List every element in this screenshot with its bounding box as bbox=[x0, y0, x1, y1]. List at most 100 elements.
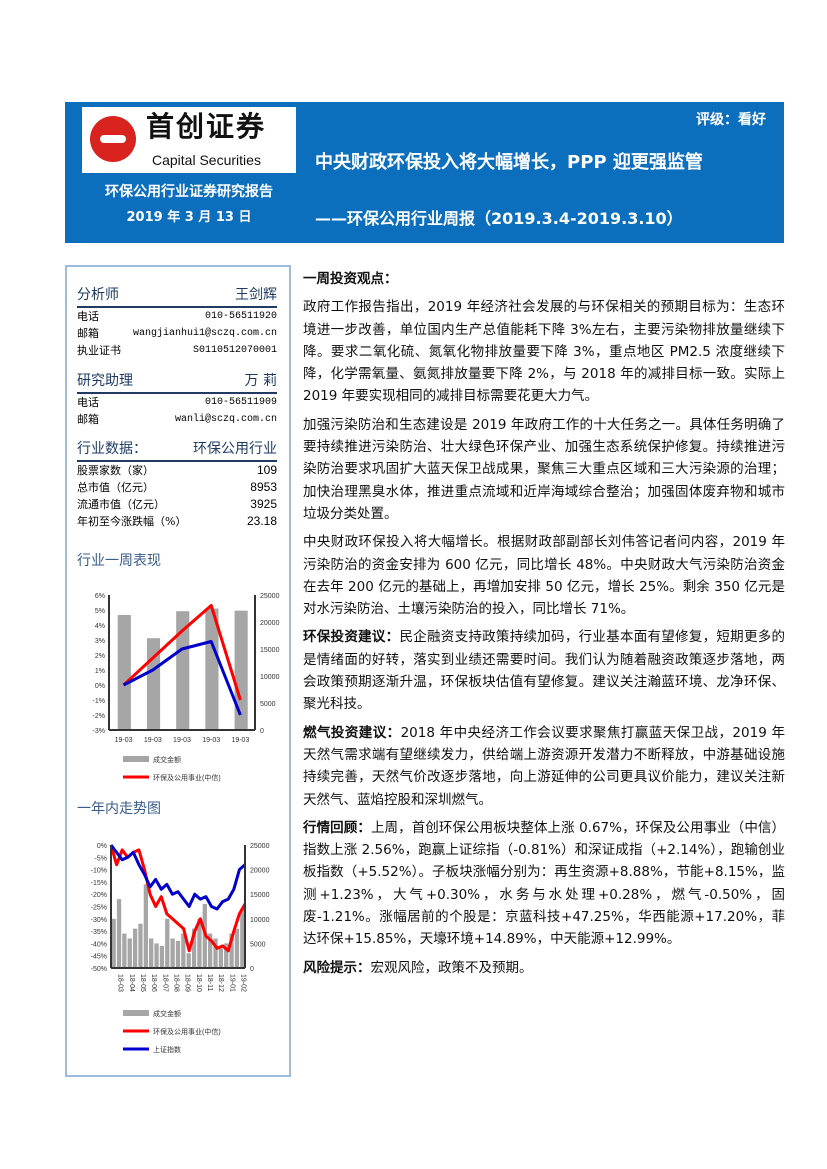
info-row: 总市值（亿元） 8953 bbox=[77, 479, 277, 496]
market-review-label: 行情回顾： bbox=[303, 819, 371, 836]
legend-label: 上证指数 bbox=[153, 1045, 181, 1054]
company-logo: 首创证券 Capital Securities bbox=[82, 107, 296, 173]
y-left-tick: -15% bbox=[91, 880, 107, 887]
info-key: 邮箱 bbox=[77, 413, 99, 426]
volume-bar bbox=[208, 933, 213, 968]
y-left-tick: -35% bbox=[91, 929, 107, 936]
report-header: 首创证券 Capital Securities 环保公用行业证券研究报告 201… bbox=[65, 102, 784, 243]
series-line bbox=[109, 844, 247, 953]
y-left-tick: -5% bbox=[95, 855, 107, 862]
rating: 评级：看好 bbox=[696, 112, 766, 128]
x-tick: 18-08 bbox=[172, 974, 179, 992]
volume-bar bbox=[186, 953, 191, 968]
x-tick: 19-03 bbox=[231, 737, 249, 744]
analyst-role: 分析师 bbox=[77, 287, 119, 303]
y-left-tick: -30% bbox=[91, 917, 107, 924]
info-value: 010-56511909 bbox=[204, 397, 277, 408]
volume-bar bbox=[127, 938, 132, 968]
info-value: S0110512070001 bbox=[192, 345, 277, 356]
gas-advice-text: 2018 年中央经济工作会议要求聚焦打赢蓝天保卫战，2019 年天然气需求端有望… bbox=[303, 724, 786, 808]
report-date: 2019 年 3 月 13 日 bbox=[126, 210, 252, 225]
yearly-chart-title: 一年内走势图 bbox=[77, 801, 161, 817]
report-subtitle: ——环保公用行业周报（2019.3.4-2019.3.10） bbox=[315, 209, 683, 228]
y-left-tick: 0% bbox=[97, 843, 107, 850]
section-heading: 一周投资观点： bbox=[303, 271, 398, 287]
industry-label: 行业数据： bbox=[77, 441, 147, 457]
legend-label: 环保及公用事业(中信) bbox=[153, 773, 221, 782]
info-row: 执业证书 S0110512070001 bbox=[77, 342, 277, 359]
volume-bar bbox=[213, 938, 218, 968]
x-tick: 18-11 bbox=[206, 974, 213, 991]
x-tick: 19-03 bbox=[173, 737, 191, 744]
info-key: 电话 bbox=[77, 310, 99, 323]
volume-bar bbox=[117, 614, 131, 730]
y-left-tick: -20% bbox=[91, 892, 107, 899]
paragraph-3: 中央财政环保投入将大幅增长。根据财政部副部长刘伟答记者问内容，2019 年污染防… bbox=[303, 534, 785, 618]
y-left-tick: 3% bbox=[95, 638, 105, 645]
series-line bbox=[109, 844, 246, 911]
info-value: 3925 bbox=[250, 497, 277, 511]
analyst-name: 王剑辉 bbox=[235, 287, 277, 303]
volume-bar bbox=[175, 940, 181, 968]
x-tick: 18-06 bbox=[150, 974, 157, 992]
x-tick: 18-12 bbox=[217, 974, 224, 992]
y-left-tick: -25% bbox=[91, 905, 107, 912]
report-type: 环保公用行业证券研究报告 bbox=[105, 184, 273, 200]
volume-bar bbox=[197, 918, 202, 968]
info-row: 股票家数（家） 109 bbox=[77, 462, 277, 479]
info-key: 电话 bbox=[77, 396, 99, 409]
y-left-tick: 5% bbox=[95, 608, 105, 615]
paragraph-7: 风险提示：宏观风险，政策不及预期。 bbox=[303, 957, 785, 979]
volume-bar bbox=[143, 884, 148, 968]
paragraph-1: 政府工作报告指出，2019 年经济社会发展的与环保相关的预期目标为：生态环境进一… bbox=[303, 299, 785, 405]
info-row: 电话 010-56511920 bbox=[77, 308, 277, 325]
paragraph-2: 加强污染防治和生态建设是 2019 年政府工作的十大任务之一。具体任务明确了要持… bbox=[303, 416, 785, 522]
legend-label: 成交金额 bbox=[153, 755, 181, 764]
volume-bar bbox=[176, 611, 190, 730]
volume-bar bbox=[218, 948, 224, 968]
volume-bar bbox=[132, 928, 138, 968]
y-right-tick: 15000 bbox=[250, 892, 270, 899]
logo-en: Capital Securities bbox=[152, 152, 261, 168]
x-tick: 18-09 bbox=[184, 974, 191, 992]
volume-bar bbox=[205, 608, 219, 730]
x-tick: 19-03 bbox=[144, 737, 162, 744]
volume-bar bbox=[159, 945, 165, 968]
volume-bar bbox=[149, 938, 154, 968]
x-tick: 19-03 bbox=[202, 737, 220, 744]
paragraph-6: 行情回顾：上周，首创环保公用板块整体上涨 0.67%，环保及公用事业（中信）指数… bbox=[303, 817, 785, 951]
info-row: 流通市值（亿元） 3925 bbox=[77, 496, 277, 513]
volume-bar bbox=[234, 610, 248, 730]
industry-section: 行业数据： 环保公用行业 股票家数（家） 109 总市值（亿元） 8953 流通市值（亿元… bbox=[77, 439, 277, 530]
y-right-tick: 25000 bbox=[260, 593, 280, 600]
paragraph-5: 燃气投资建议：2018 年中央经济工作会议要求聚焦打赢蓝天保卫战，2019 年天… bbox=[303, 722, 785, 811]
info-value: wanli@sczq.com.cn bbox=[174, 414, 277, 425]
info-key: 流通市值（亿元） bbox=[77, 498, 165, 511]
y-left-tick: 1% bbox=[95, 668, 105, 675]
x-tick: 18-03 bbox=[117, 974, 124, 992]
info-row: 电话 010-56511909 bbox=[77, 394, 277, 411]
main-content: 一周投资观点： 政府工作报告指出，2019 年经济社会发展的与环保相关的预期目标… bbox=[303, 268, 785, 985]
y-right-tick: 20000 bbox=[260, 620, 280, 627]
y-right-tick: 15000 bbox=[260, 647, 280, 654]
info-value: 8953 bbox=[250, 480, 277, 494]
industry-name: 环保公用行业 bbox=[193, 441, 277, 457]
y-left-tick: -1% bbox=[93, 698, 105, 705]
y-left-tick: -10% bbox=[91, 868, 107, 875]
legend-label: 成交金额 bbox=[153, 1009, 181, 1018]
y-left-tick: -50% bbox=[91, 966, 107, 973]
y-right-tick: 5000 bbox=[250, 941, 266, 948]
gas-advice-label: 燃气投资建议： bbox=[303, 724, 401, 741]
info-value: 23.18 bbox=[246, 514, 277, 528]
y-left-tick: 2% bbox=[95, 653, 105, 660]
volume-bar bbox=[116, 899, 122, 968]
volume-bar bbox=[234, 928, 240, 968]
info-key: 执业证书 bbox=[77, 344, 121, 357]
x-tick: 18-07 bbox=[161, 974, 168, 992]
y-left-tick: 4% bbox=[95, 623, 105, 630]
volume-bar bbox=[170, 938, 175, 968]
volume-bar bbox=[122, 933, 127, 968]
y-left-tick: -2% bbox=[93, 713, 105, 720]
info-key: 总市值（亿元） bbox=[77, 481, 154, 494]
